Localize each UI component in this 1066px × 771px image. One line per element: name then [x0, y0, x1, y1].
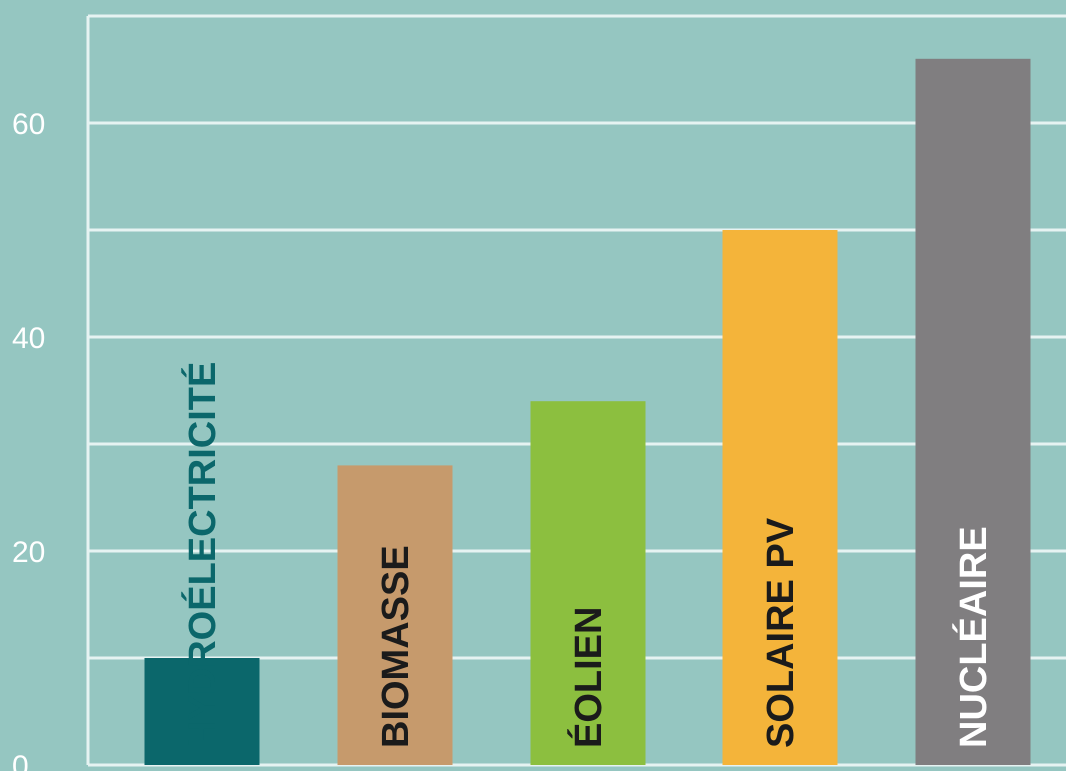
bar-label: HYDROÉLECTRICITÉ	[180, 362, 224, 748]
bar	[337, 465, 453, 765]
y-tick-label: 0	[12, 750, 29, 771]
y-tick-label: 60	[12, 108, 45, 141]
bar-label: ÉOLIEN	[566, 607, 610, 748]
bar	[915, 58, 1031, 766]
y-axis-tick-labels: 0 20 40 60	[12, 108, 45, 771]
bar	[530, 401, 646, 765]
bar-label: NUCLÉAIRE	[951, 526, 995, 748]
bar	[144, 658, 260, 765]
bar-label: SOLAIRE PV	[760, 517, 802, 748]
y-tick-label: 20	[12, 536, 45, 569]
bar	[722, 230, 838, 765]
bar-labels: HYDROÉLECTRICITÉ BIOMASSE ÉOLIEN SOLAIRE PV…	[180, 362, 995, 748]
bars	[144, 58, 1031, 766]
bar-label: BIOMASSE	[375, 545, 417, 748]
y-tick-label: 40	[12, 322, 45, 355]
